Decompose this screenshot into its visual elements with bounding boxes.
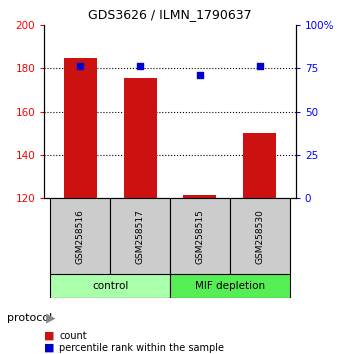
Bar	[123, 78, 156, 198]
Bar	[230, 198, 290, 274]
Text: GSM258516: GSM258516	[75, 209, 85, 264]
Bar	[243, 133, 276, 198]
Point	[137, 64, 143, 69]
Text: percentile rank within the sample: percentile rank within the sample	[59, 343, 224, 353]
Bar	[50, 274, 170, 298]
Text: MIF depletion: MIF depletion	[195, 281, 265, 291]
Text: GSM258515: GSM258515	[195, 209, 204, 264]
Bar	[50, 198, 110, 274]
Text: ▶: ▶	[46, 312, 55, 324]
Bar	[170, 198, 230, 274]
Text: ■: ■	[44, 331, 55, 341]
Text: control: control	[92, 281, 128, 291]
Text: ■: ■	[44, 343, 55, 353]
Point	[197, 72, 203, 78]
Bar	[184, 195, 217, 198]
Text: GSM258517: GSM258517	[136, 209, 144, 264]
Text: GSM258530: GSM258530	[255, 209, 265, 264]
Point	[257, 64, 262, 69]
Title: GDS3626 / ILMN_1790637: GDS3626 / ILMN_1790637	[88, 8, 252, 21]
Bar	[110, 198, 170, 274]
Bar	[170, 274, 290, 298]
Text: count: count	[59, 331, 87, 341]
Bar	[64, 58, 97, 198]
Point	[78, 64, 83, 69]
Text: protocol: protocol	[7, 313, 52, 323]
